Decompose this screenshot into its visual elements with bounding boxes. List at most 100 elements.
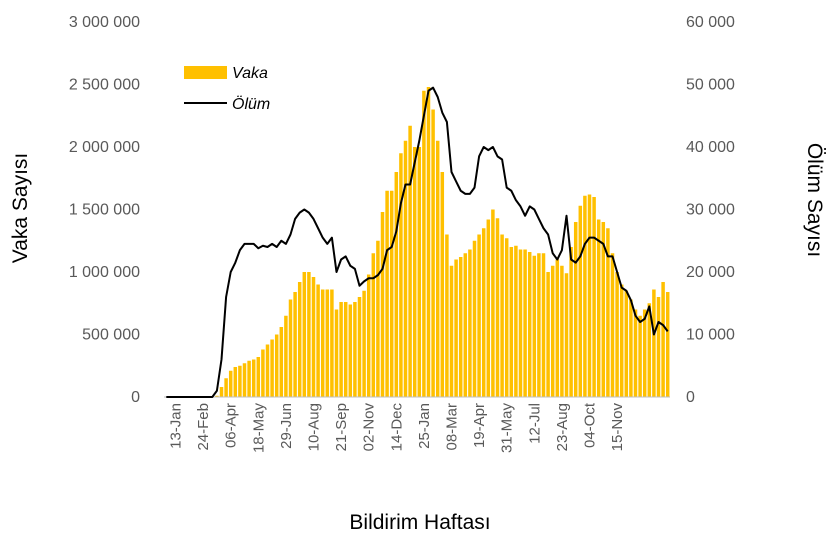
vaka-bar <box>362 290 366 397</box>
x-tick-label: 10-Aug <box>306 403 323 451</box>
x-tick-label: 21-Sep <box>333 403 350 451</box>
y-tick-label-right: 40 000 <box>686 139 735 156</box>
vaka-bar <box>610 253 615 397</box>
vaka-bar <box>647 303 652 397</box>
vaka-bar <box>242 363 247 397</box>
y-tick-label-left: 2 000 000 <box>69 139 140 156</box>
vaka-bar <box>555 259 560 397</box>
vaka-bar <box>265 344 270 397</box>
y-tick-label-right: 50 000 <box>686 77 735 94</box>
vaka-bar <box>495 218 500 397</box>
olum-line <box>166 86 669 398</box>
vaka-bar <box>652 289 656 397</box>
vaka-bar <box>233 367 238 397</box>
y-tick-label-left: 2 500 000 <box>69 77 140 94</box>
y-tick-label-right: 20 000 <box>686 264 735 281</box>
vaka-bar <box>541 253 546 397</box>
vaka-bar <box>583 195 587 397</box>
vaka-bar <box>619 284 624 397</box>
x-tick-label: 18-May <box>250 403 267 454</box>
vaka-bar <box>596 219 601 397</box>
x-tick-label: 29-Jun <box>278 403 295 449</box>
vaka-bar <box>353 302 357 397</box>
vaka-bar <box>431 109 435 397</box>
vaka-bar <box>417 147 422 397</box>
vaka-bar <box>228 370 233 397</box>
x-tick-label: 02-Nov <box>361 403 378 452</box>
vaka-bar <box>334 309 339 397</box>
vaka-bar <box>219 387 224 397</box>
vaka-bar <box>357 297 362 397</box>
vaka-bar <box>537 253 541 397</box>
x-tick-label: 23-Aug <box>554 403 571 451</box>
legend: Vaka Ölüm <box>184 65 270 113</box>
x-tick-labels: 13-Jan 24-Feb 06-Apr 18-May 29-Jun 10-Aug 21-S… <box>168 402 627 453</box>
vaka-bar <box>284 315 288 397</box>
vaka-bar <box>408 125 412 397</box>
vaka-bar <box>500 234 504 397</box>
vaka-bar <box>486 219 491 397</box>
x-tick-label: 15-Nov <box>609 403 626 452</box>
vaka-bar <box>633 309 638 397</box>
vaka-bar <box>339 302 343 397</box>
y-tick-label-right: 10 000 <box>686 327 735 344</box>
x-tick-label: 08-Mar <box>444 403 461 451</box>
vaka-bar <box>215 395 219 397</box>
vaka-bar <box>302 272 307 397</box>
y-axis-left-title: Vaka Sayısı <box>9 153 32 264</box>
vaka-bar <box>592 197 596 397</box>
vaka-bar <box>573 222 578 397</box>
vaka-bar <box>366 274 371 397</box>
x-tick-label: 25-Jan <box>416 403 433 449</box>
vaka-bar <box>399 153 403 397</box>
vaka-bar <box>376 240 380 397</box>
vaka-bar <box>587 194 592 397</box>
vaka-bar <box>481 228 486 397</box>
vaka-bar <box>440 172 445 397</box>
vaka-bar <box>615 272 619 397</box>
vaka-bar <box>518 249 523 397</box>
vaka-bar <box>330 289 334 397</box>
vaka-bar <box>348 304 353 397</box>
vaka-bar <box>422 90 426 397</box>
y-tick-label-left: 1 500 000 <box>69 202 140 219</box>
vaka-bar <box>238 365 242 397</box>
vaka-bar <box>578 205 583 397</box>
vaka-bar <box>601 222 606 397</box>
vaka-bar <box>307 272 311 397</box>
vaka-bar <box>624 290 629 397</box>
vaka-bar <box>523 249 527 397</box>
vaka-bar <box>564 273 569 397</box>
x-axis-title: Bildirim Haftası <box>349 511 490 534</box>
vaka-bar <box>638 315 642 397</box>
x-tick-label: 14-Dec <box>388 403 405 452</box>
legend-label-vaka: Vaka <box>232 65 268 82</box>
vaka-bar <box>629 299 633 397</box>
vaka-bar <box>477 234 481 397</box>
vaka-bar <box>256 357 261 397</box>
y-tick-label-left: 500 000 <box>82 327 140 344</box>
vaka-bar <box>527 252 532 397</box>
vaka-bar <box>380 212 385 397</box>
vaka-bar <box>412 147 417 397</box>
vaka-bar <box>642 309 647 397</box>
vaka-bar <box>560 265 564 397</box>
x-tick-label: 13-Jan <box>168 403 185 449</box>
vaka-bar <box>661 282 665 397</box>
legend-swatch-vaka <box>184 66 227 79</box>
vaka-bar <box>371 253 376 397</box>
vaka-bar <box>261 349 265 397</box>
vaka-bar <box>394 172 399 397</box>
vaka-bar <box>532 255 537 397</box>
y-tick-label-left: 0 <box>131 389 140 406</box>
vaka-bar <box>569 247 573 397</box>
x-tick-label: 12-Jul <box>526 403 543 444</box>
left-y-tick-labels: 0 500 000 1 000 000 1 500 000 2 000 000 2 500… <box>69 14 140 406</box>
y-tick-label-right: 60 000 <box>686 14 735 31</box>
x-tick-label: 31-May <box>499 403 516 454</box>
vaka-bar <box>463 253 468 397</box>
x-tick-label: 19-Apr <box>471 403 488 448</box>
vaka-bar <box>468 249 472 397</box>
y-axis-right-title: Ölüm Sayısı <box>803 143 826 257</box>
